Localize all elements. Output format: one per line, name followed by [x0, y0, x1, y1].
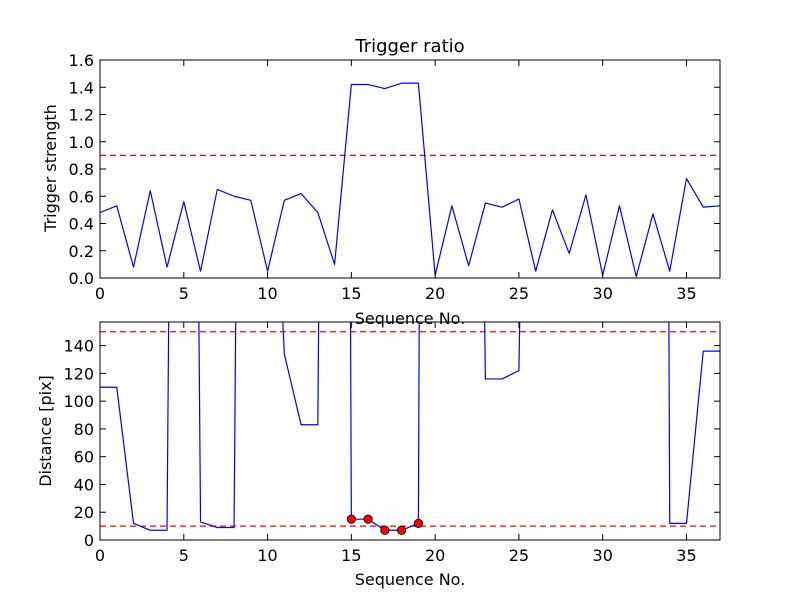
x-tick-label: 10	[257, 284, 277, 303]
x-tick-label: 30	[593, 546, 613, 565]
data-point-marker	[363, 514, 373, 524]
y-tick-label: 1.6	[69, 51, 94, 70]
y-tick-label: 0.4	[69, 215, 94, 234]
series-line	[100, 82, 720, 278]
chart-title: Trigger ratio	[354, 36, 464, 57]
y-tick-label: 1.2	[69, 106, 94, 125]
series-line	[100, 322, 720, 531]
x-tick-label: 10	[257, 546, 277, 565]
x-axis-label: Sequence No.	[355, 309, 466, 328]
x-tick-label: 30	[593, 284, 613, 303]
distance-ticks: 0 5 10 15 20 25 30 35 0 20 40 60 80 100 120 140	[63, 322, 720, 565]
clipped-series-group	[100, 82, 720, 278]
x-tick-label: 15	[341, 546, 361, 565]
x-tick-label: 25	[509, 284, 529, 303]
y-axis-label: Trigger strength	[41, 104, 60, 233]
y-tick-label: 0	[84, 531, 94, 550]
y-tick-label: 0.6	[69, 187, 94, 206]
x-tick-label: 0	[95, 284, 105, 303]
data-point-marker	[380, 525, 390, 535]
data-point-marker	[346, 514, 356, 524]
axes-frame	[99, 321, 721, 541]
distance-plot-area	[99, 321, 721, 541]
y-tick-label: 40	[74, 475, 94, 494]
data-point-marker	[397, 525, 407, 535]
y-tick-label: 0.2	[69, 242, 94, 261]
x-tick-label: 0	[95, 546, 105, 565]
x-tick-label: 20	[425, 546, 445, 565]
y-axis-label: Distance [pix]	[36, 375, 55, 487]
data-point-marker	[413, 518, 423, 528]
y-tick-label: 1.0	[69, 133, 94, 152]
y-tick-label: 60	[74, 448, 94, 467]
x-tick-label: 15	[341, 284, 361, 303]
y-tick-label: 0.8	[69, 160, 94, 179]
y-tick-label: 80	[74, 420, 94, 439]
x-tick-label: 20	[425, 284, 445, 303]
y-tick-label: 140	[63, 337, 94, 356]
x-tick-label: 5	[179, 284, 189, 303]
x-tick-label: 5	[179, 546, 189, 565]
trigger-ratio-ticks: 0 5 10 15 20 25 30 35 0.0 0.2 0.4 0.6 0.8 1.0 1.2 1.4 1.…	[69, 51, 720, 303]
y-tick-label: 100	[63, 392, 94, 411]
clipped-series-group	[100, 322, 720, 535]
x-tick-label: 35	[676, 546, 696, 565]
y-tick-label: 1.4	[69, 78, 94, 97]
x-tick-label: 25	[509, 546, 529, 565]
x-axis-label: Sequence No.	[355, 570, 466, 589]
x-tick-label: 35	[676, 284, 696, 303]
distance-panel: 0 5 10 15 20 25 30 35 0 20 40 60 80 100 120 140 Sequenc…	[36, 321, 721, 589]
y-tick-label: 120	[63, 364, 94, 383]
y-tick-label: 20	[74, 503, 94, 522]
trigger-ratio-panel: Trigger ratio 0 5 10 15 20 25 30 35 0.0 0.2 0.4 0.6…	[41, 36, 721, 328]
y-tick-label: 0.0	[69, 269, 94, 288]
